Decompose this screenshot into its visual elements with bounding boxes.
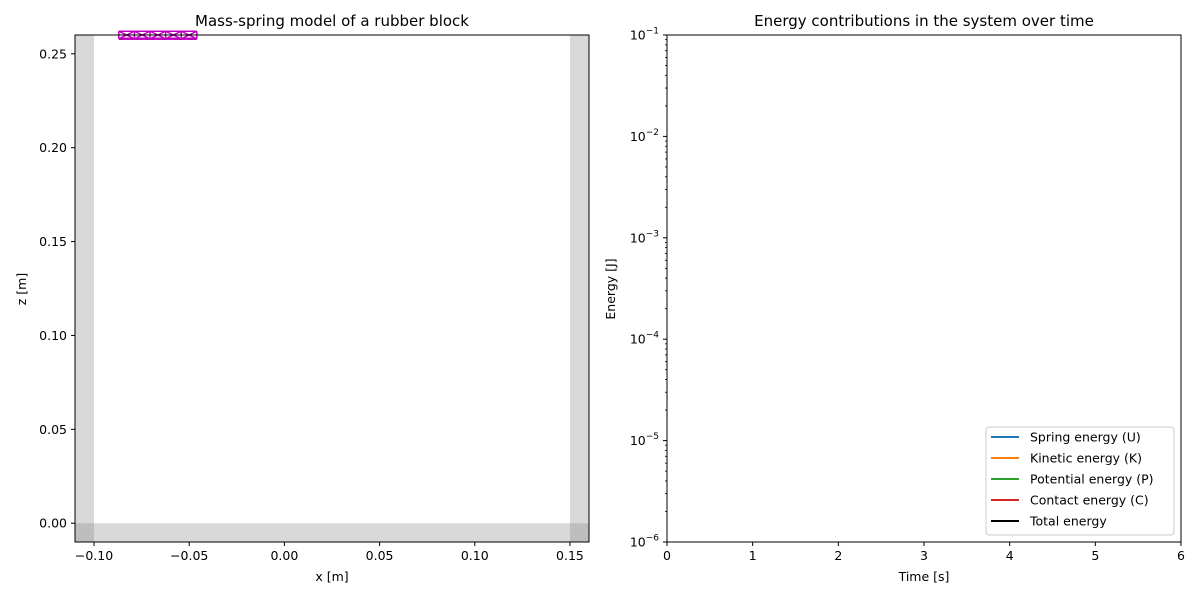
y-tick-label: 10−2 [630, 128, 659, 144]
x-tick-label: −0.05 [170, 548, 208, 563]
legend-label: Total energy [1029, 514, 1107, 529]
y-tick-label: 10−3 [630, 229, 659, 245]
legend-label: Kinetic energy (K) [1030, 451, 1142, 466]
left-y-axis-label: z [m] [14, 273, 29, 305]
y-tick-label: 0.15 [39, 234, 67, 249]
right-x-axis-label: Time [s] [898, 569, 950, 584]
x-tick-label: 6 [1177, 548, 1185, 563]
x-tick-label: 0 [663, 548, 671, 563]
x-tick-label: 2 [834, 548, 842, 563]
mass-spring-panel: Mass-spring model of a rubber block −0.1… [14, 12, 590, 584]
y-tick-label: 0.00 [39, 516, 67, 531]
y-tick-label: 10−6 [630, 534, 659, 550]
boundary-walls [75, 35, 589, 542]
y-tick-label: 0.25 [39, 46, 67, 61]
legend-label: Spring energy (U) [1030, 430, 1141, 445]
right-y-ticks: 10−6 10−5 10−4 10−3 10−2 10−1 [630, 27, 667, 550]
y-tick-label: 10−5 [630, 432, 659, 448]
legend-label: Potential energy (P) [1030, 472, 1154, 487]
right-x-ticks: 0 1 2 3 4 5 6 [663, 542, 1185, 563]
legend-box [985, 426, 1175, 536]
energy-legend: Spring energy (U) Kinetic energy (K) Poten… [985, 426, 1175, 536]
x-tick-label: 0.10 [461, 548, 489, 563]
left-y-ticks: 0.00 0.05 0.10 0.15 0.20 0.25 [39, 46, 75, 531]
x-tick-label: 0.15 [556, 548, 584, 563]
y-tick-label: 10−1 [630, 27, 659, 43]
x-tick-label: 3 [920, 548, 928, 563]
left-x-axis-label: x [m] [315, 569, 348, 584]
x-tick-label: 4 [1006, 548, 1014, 563]
legend-label: Contact energy (C) [1030, 493, 1149, 508]
x-tick-label: 5 [1091, 548, 1099, 563]
right-chart-title: Energy contributions in the system over … [754, 12, 1094, 30]
y-tick-label: 0.05 [39, 422, 67, 437]
left-chart-title: Mass-spring model of a rubber block [195, 12, 469, 30]
floor [75, 523, 589, 542]
x-tick-label: −0.10 [75, 548, 113, 563]
energy-panel: Energy contributions in the system over … [603, 12, 1185, 584]
left-wall [75, 35, 95, 542]
x-tick-label: 0.00 [270, 548, 298, 563]
x-tick-label: 1 [749, 548, 757, 563]
y-tick-label: 0.20 [39, 140, 67, 155]
right-y-axis-label: Energy [J] [603, 258, 618, 319]
x-tick-label: 0.05 [366, 548, 394, 563]
right-wall [569, 35, 589, 542]
y-tick-label: 0.10 [39, 328, 67, 343]
left-axes-frame [74, 34, 590, 543]
left-x-ticks: −0.10 −0.05 0.00 0.05 0.10 0.15 [75, 542, 584, 563]
y-tick-label: 10−4 [630, 331, 659, 347]
